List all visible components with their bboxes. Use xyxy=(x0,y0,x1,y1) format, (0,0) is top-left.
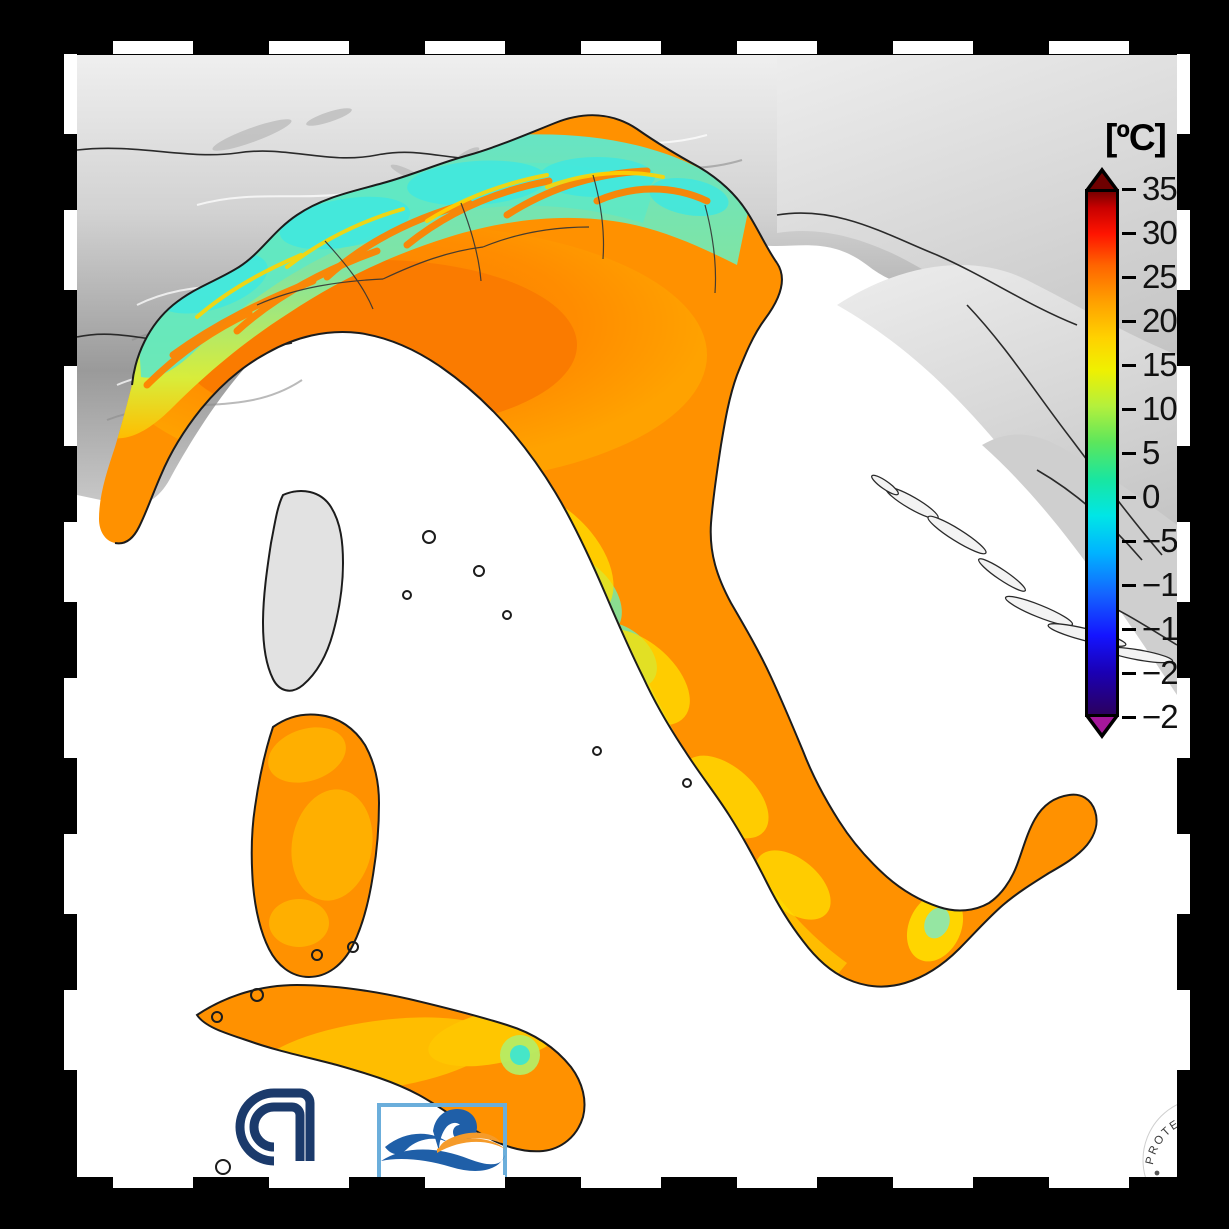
neatline-tick-top-2 xyxy=(425,41,505,54)
cnr-logo: Consiglio Nazionale delle Ricerche xyxy=(172,1085,372,1177)
colorbar-tick-20 xyxy=(1122,319,1136,323)
neatline-tick-left-3 xyxy=(64,522,77,602)
map-frame: [ºC] 35 30 25 20 15 10 5 0 −5 −10 −15 −20 −25 xyxy=(55,32,1199,1197)
colorbar-label-5: 5 xyxy=(1142,434,1160,471)
colorbar-label-30: 30 xyxy=(1142,214,1177,251)
isac-box-border xyxy=(377,1103,507,1177)
neatline-tick-left-2 xyxy=(64,366,77,446)
cnr-isac-logo: CNR ISAC xyxy=(377,1103,507,1177)
protezione-civile-logo: PROTEZIONE CIVILE NAZIONALE xyxy=(1133,1085,1177,1177)
colorbar-tick-5 xyxy=(1122,451,1136,455)
neatline-tick-bottom-3 xyxy=(581,1175,661,1188)
map-canvas[interactable]: [ºC] 35 30 25 20 15 10 5 0 −5 −10 −15 −20 −25 xyxy=(77,55,1177,1177)
colorbar-tick-minus10 xyxy=(1122,583,1136,587)
neatline-tick-top-4 xyxy=(737,41,817,54)
colorbar-label-15: 15 xyxy=(1142,346,1177,383)
cnr-emblem-icon xyxy=(235,1088,315,1166)
colorbar-unit-label: [ºC] xyxy=(1105,117,1167,158)
colorbar-tick-minus25 xyxy=(1122,715,1136,719)
colorbar-label-25: 25 xyxy=(1142,258,1177,295)
colorbar-label-20: 20 xyxy=(1142,302,1177,339)
colorbar-label-10: 10 xyxy=(1142,390,1177,427)
neatline-tick-top-5 xyxy=(893,41,973,54)
neatline-tick-left-0 xyxy=(64,54,77,134)
neatline-tick-left-6 xyxy=(64,990,77,1070)
neatline-tick-right-3 xyxy=(1177,522,1190,602)
colorbar-tick-25 xyxy=(1122,275,1136,279)
colorbar-label-35: 35 xyxy=(1142,170,1177,207)
temperature-field xyxy=(99,114,1098,1175)
colorbar-tick-0 xyxy=(1122,495,1136,499)
neatline-tick-right-5 xyxy=(1177,834,1190,914)
italy-coastline xyxy=(114,114,1098,1175)
colorbar-tick-minus5 xyxy=(1122,539,1136,543)
colorbar-label-minus20: −20 xyxy=(1142,654,1177,691)
neatline-tick-bottom-1 xyxy=(269,1175,349,1188)
neatline-tick-right-6 xyxy=(1177,990,1190,1070)
colorbar-tick-10 xyxy=(1122,407,1136,411)
isac-waves-icon xyxy=(381,1109,505,1171)
neatline-tick-right-2 xyxy=(1177,366,1190,446)
colorbar-label-0: 0 xyxy=(1142,478,1160,515)
colorbar-tick-minus20 xyxy=(1122,671,1136,675)
temperature-raster xyxy=(99,115,1097,1152)
colorbar-label-minus5: −5 xyxy=(1142,522,1177,559)
colorbar-tick-30 xyxy=(1122,231,1136,235)
neatline-tick-right-0 xyxy=(1177,54,1190,134)
neatline-tick-top-0 xyxy=(113,41,193,54)
colorbar-tick-minus15 xyxy=(1122,627,1136,631)
regional-boundaries xyxy=(256,174,717,310)
neatline-tick-bottom-2 xyxy=(425,1175,505,1188)
neatline-tick-top-3 xyxy=(581,41,661,54)
colorbar-tick-35 xyxy=(1122,187,1136,191)
colorbar-gradient xyxy=(1085,189,1119,717)
neatline-tick-bottom-0 xyxy=(113,1175,193,1188)
neatline-tick-top-1 xyxy=(269,41,349,54)
colorbar[interactable]: 35 30 25 20 15 10 5 0 −5 −10 −15 −20 −25 xyxy=(1082,167,1177,739)
neatline-tick-bottom-6 xyxy=(1049,1175,1129,1188)
neatline-tick-right-1 xyxy=(1177,210,1190,290)
neatline-tick-left-5 xyxy=(64,834,77,914)
colorbar-tick-15 xyxy=(1122,363,1136,367)
neatline-tick-top-6 xyxy=(1049,41,1129,54)
colorbar-label-minus15: −15 xyxy=(1142,610,1177,647)
protezione-civile-emblem-icon: PROTEZIONE CIVILE NAZIONALE xyxy=(1142,1104,1177,1177)
neatline-tick-right-4 xyxy=(1177,678,1190,758)
colorbar-label-minus25: −25 xyxy=(1142,698,1177,735)
neatline-tick-left-4 xyxy=(64,678,77,758)
neatline-tick-bottom-5 xyxy=(893,1175,973,1188)
colorbar-under-arrow-fill xyxy=(1090,717,1114,733)
colorbar-over-arrow-fill xyxy=(1090,173,1114,189)
neatline-tick-bottom-4 xyxy=(737,1175,817,1188)
dinaric-shading xyxy=(982,434,1177,695)
neatline-tick-left-1 xyxy=(64,210,77,290)
colorbar-label-minus10: −10 xyxy=(1142,566,1177,603)
